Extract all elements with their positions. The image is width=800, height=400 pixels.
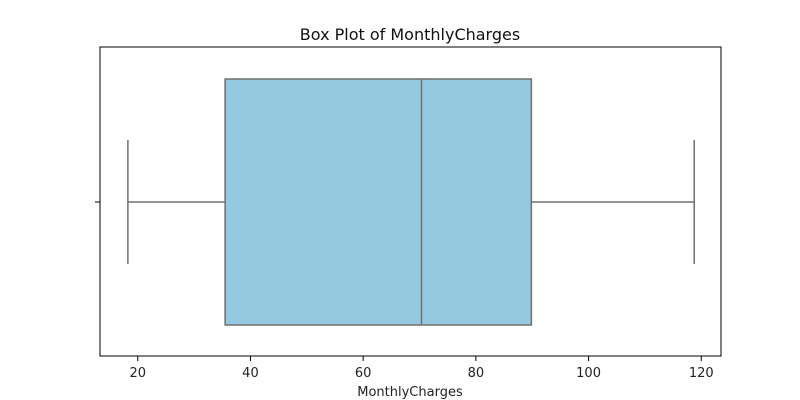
- x-tick-label: 120: [689, 366, 714, 381]
- chart-title: Box Plot of MonthlyCharges: [300, 25, 520, 44]
- iqr-box: [224, 78, 533, 326]
- x-tick-label: 40: [242, 366, 259, 381]
- x-tick-label: 80: [468, 366, 485, 381]
- x-axis-label: MonthlyCharges: [357, 385, 463, 400]
- box-plot-marks: [127, 78, 695, 326]
- x-tick-label: 100: [576, 366, 601, 381]
- x-tick-label: 60: [355, 366, 372, 381]
- x-tick-label: 20: [129, 366, 146, 381]
- x-axis-ticks: 20 40 60 80 100 120: [129, 356, 714, 381]
